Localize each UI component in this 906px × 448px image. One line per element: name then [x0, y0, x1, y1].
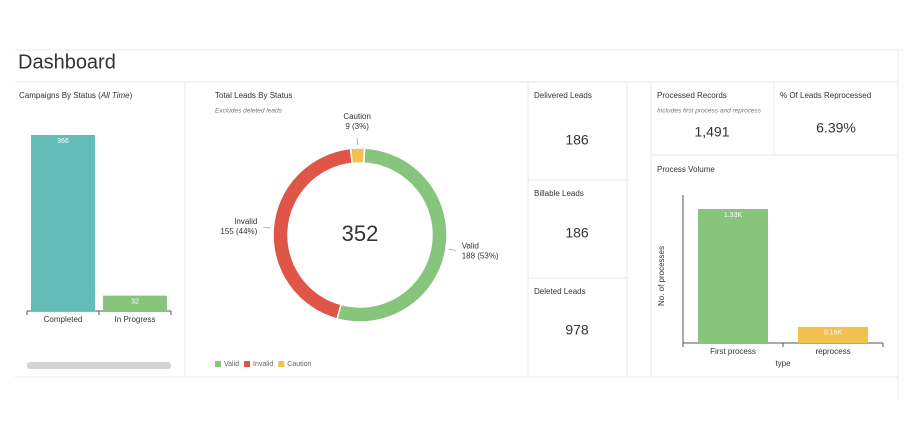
bar — [698, 209, 768, 343]
donut-slice — [349, 147, 366, 165]
kpi-value: 186 — [565, 132, 589, 148]
legend-label: Valid — [224, 361, 239, 368]
leader-line — [263, 226, 271, 229]
bar — [798, 326, 868, 343]
x-axis-label: type — [775, 359, 791, 368]
x-tick-label: In Progress — [115, 315, 156, 324]
value-label: 32 — [131, 298, 139, 305]
kpi-value: 978 — [565, 322, 589, 338]
chart-title: Total Leads By Status — [215, 91, 292, 100]
chart-title: Campaigns By Status (All Time) — [19, 91, 133, 100]
y-axis-label: No. of processes — [657, 246, 666, 306]
title-part: All Time — [100, 91, 130, 100]
bar — [103, 295, 167, 311]
bar — [31, 135, 95, 311]
kpi-title: Billable Leads — [534, 189, 584, 198]
value-label: 0.16K — [824, 330, 843, 337]
kpi-value: 6.39% — [816, 120, 856, 136]
page-title: Dashboard — [18, 51, 116, 73]
kpi-value: 186 — [565, 225, 589, 241]
legend-label: Caution — [287, 361, 311, 368]
kpi-title: % Of Leads Reprocessed — [780, 91, 871, 100]
title-part: ) — [130, 91, 133, 100]
x-tick-label: First process — [710, 347, 756, 356]
legend-swatch — [244, 361, 251, 367]
chart-subtitle: Excludes deleted leads — [215, 108, 283, 115]
kpi-title: Delivered Leads — [534, 91, 592, 100]
slice-name: Invalid — [234, 217, 257, 226]
kpi-title: Processed Records — [657, 91, 727, 100]
value-label: 1.33K — [724, 212, 743, 219]
slice-label: 9 (3%) — [345, 122, 369, 131]
x-tick-label: reprocess — [815, 347, 850, 356]
kpi-value: 1,491 — [694, 124, 729, 140]
title-part: Campaigns By Status ( — [19, 91, 101, 100]
slice-name: Valid — [462, 241, 479, 250]
leader-line — [448, 248, 456, 251]
slice-label: 155 (44%) — [220, 227, 257, 236]
scrollbar[interactable] — [27, 362, 171, 369]
legend-swatch — [278, 361, 285, 367]
legend-label: Invalid — [253, 361, 273, 368]
chart-title: Process Volume — [657, 165, 715, 174]
kpi-title: Deleted Leads — [534, 287, 586, 296]
value-label: 366 — [57, 138, 69, 145]
legend-swatch — [215, 361, 221, 367]
donut-slice — [272, 147, 354, 320]
slice-label: 188 (53%) — [462, 251, 499, 260]
slice-name: Caution — [343, 112, 371, 121]
kpi-subtitle: Includes first process and reprocess — [657, 108, 762, 115]
x-tick-label: Completed — [44, 315, 83, 324]
donut-total: 352 — [342, 221, 379, 246]
